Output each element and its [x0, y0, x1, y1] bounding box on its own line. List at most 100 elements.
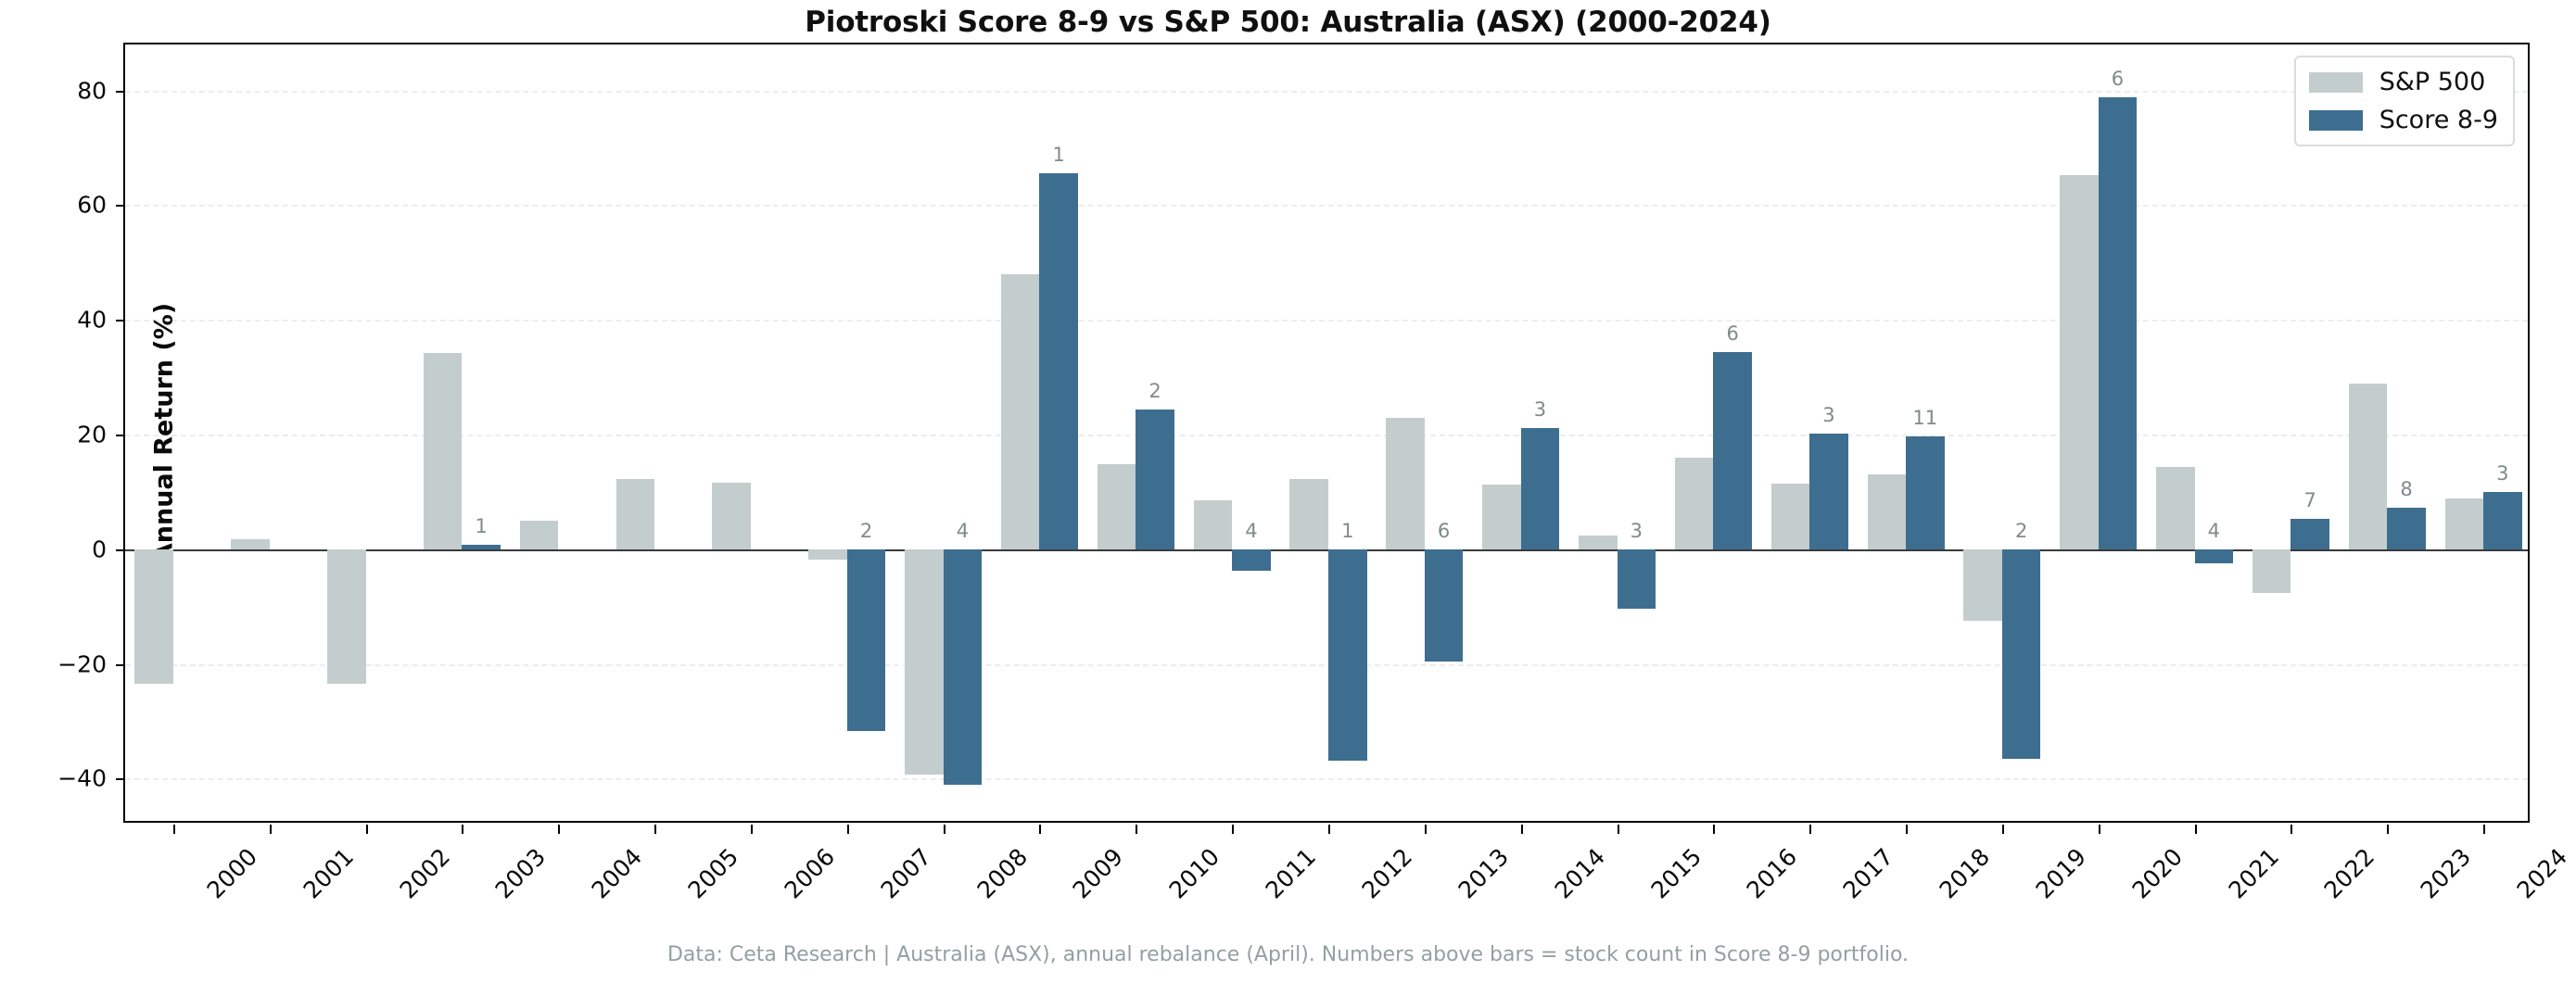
bar-sp500-2017[interactable] [1770, 483, 1810, 549]
x-tick-label: 2014 [1549, 843, 1610, 904]
x-tick-label: 2002 [394, 843, 455, 904]
legend-label: S&P 500 [2379, 68, 2486, 96]
x-tick-label: 2019 [2030, 843, 2092, 904]
bar-score-2012[interactable] [1328, 548, 1367, 761]
bar-score-2019[interactable] [2001, 548, 2041, 760]
y-tick-label: −20 [57, 650, 107, 678]
bar-count-label-2022: 7 [2303, 489, 2316, 511]
bar-count-label-2014: 3 [1533, 397, 1547, 421]
x-tick-label: 2016 [1741, 843, 1803, 904]
bar-sp500-2007[interactable] [808, 548, 847, 560]
bar-sp500-2004[interactable] [519, 521, 559, 549]
bar-sp500-2001[interactable] [231, 539, 270, 549]
gridline [125, 778, 2528, 781]
bar-score-2021[interactable] [2194, 548, 2234, 563]
bar-sp500-2005[interactable] [615, 478, 655, 549]
bar-sp500-2009[interactable] [1000, 273, 1040, 549]
bar-count-label-2003: 1 [475, 514, 488, 537]
y-tick-label: 40 [77, 306, 107, 334]
bar-sp500-2000[interactable] [134, 548, 173, 684]
bar-sp500-2016[interactable] [1674, 458, 1714, 549]
x-tick-label: 2006 [779, 843, 841, 904]
bar-count-label-2016: 6 [1726, 322, 1739, 346]
legend-item-sp500[interactable]: S&P 500 [2308, 68, 2498, 96]
bar-count-label-2021: 4 [2207, 519, 2220, 542]
gridline [125, 90, 2528, 93]
bar-sp500-2002[interactable] [327, 548, 366, 685]
x-tick-mark [846, 825, 849, 834]
y-tick-mark [116, 90, 125, 93]
bar-score-2024[interactable] [2483, 491, 2522, 549]
x-tick-label: 2022 [2319, 843, 2380, 904]
x-tick-mark [1713, 825, 1716, 834]
bar-sp500-2023[interactable] [2348, 383, 2388, 549]
x-tick-mark [2098, 825, 2100, 834]
bar-count-label-2015: 3 [1630, 519, 1643, 542]
bar-count-label-2019: 2 [2014, 519, 2028, 542]
x-tick-mark [654, 825, 657, 834]
x-tick-label: 2010 [1163, 843, 1225, 904]
bar-sp500-2024[interactable] [2444, 498, 2484, 549]
bar-count-label-2010: 2 [1148, 379, 1161, 402]
x-tick-mark [462, 825, 464, 834]
bar-sp500-2010[interactable] [1097, 463, 1136, 549]
x-tick-mark [1232, 825, 1235, 834]
bar-score-2015[interactable] [1617, 548, 1656, 609]
x-tick-mark [1906, 825, 1909, 834]
bar-count-label-2017: 3 [1822, 404, 1835, 427]
bar-count-label-2023: 8 [2400, 478, 2413, 501]
bar-sp500-2003[interactable] [423, 353, 463, 549]
bar-score-2014[interactable] [1520, 427, 1560, 549]
bar-score-2022[interactable] [2290, 519, 2329, 549]
bar-sp500-2022[interactable] [2252, 548, 2291, 593]
gridline [125, 435, 2528, 436]
x-tick-label: 2004 [586, 843, 648, 904]
x-tick-label: 2008 [971, 843, 1033, 904]
bar-score-2003[interactable] [462, 544, 501, 549]
y-tick-label: −40 [57, 764, 107, 792]
bar-sp500-2015[interactable] [1578, 535, 1618, 549]
footnote: Data: Ceta Research | Australia (ASX), a… [666, 943, 1910, 966]
x-tick-mark [1809, 825, 1812, 834]
x-tick-label: 2001 [298, 843, 359, 904]
x-tick-label: 2003 [490, 843, 552, 904]
y-tick-mark [116, 320, 125, 322]
bar-sp500-2011[interactable] [1193, 499, 1233, 549]
x-tick-mark [750, 825, 753, 834]
x-tick-label: 2024 [2511, 843, 2573, 904]
bar-sp500-2019[interactable] [1963, 548, 2002, 621]
bar-sp500-2014[interactable] [1482, 484, 1521, 549]
bar-score-2008[interactable] [943, 548, 983, 786]
x-tick-mark [558, 825, 561, 834]
bar-count-label-2011: 4 [1245, 519, 1258, 542]
bar-sp500-2006[interactable] [712, 483, 751, 549]
bar-score-2020[interactable] [2098, 96, 2138, 549]
x-tick-label: 2012 [1356, 843, 1418, 904]
legend-item-score[interactable]: Score 8-9 [2308, 106, 2498, 134]
bar-score-2016[interactable] [1713, 352, 1752, 549]
bar-sp500-2018[interactable] [1867, 473, 1907, 549]
bar-count-label-2020: 6 [2111, 67, 2125, 90]
bar-sp500-2020[interactable] [2060, 174, 2099, 549]
bar-score-2010[interactable] [1136, 409, 1174, 549]
bar-score-2011[interactable] [1232, 548, 1271, 572]
page-title: Piotroski Score 8-9 vs S&P 500: Australi… [805, 6, 1771, 39]
x-tick-mark [1136, 825, 1138, 834]
bar-count-label-2012: 1 [1341, 519, 1354, 542]
x-tick-mark [1039, 825, 1042, 834]
x-tick-mark [2001, 825, 2004, 834]
bar-sp500-2008[interactable] [905, 548, 944, 775]
zero-line [125, 548, 2528, 551]
bar-sp500-2021[interactable] [2156, 466, 2195, 549]
bar-sp500-2012[interactable] [1289, 478, 1328, 549]
bar-score-2009[interactable] [1039, 172, 1078, 549]
bar-sp500-2013[interactable] [1386, 418, 1425, 549]
x-tick-mark [1617, 825, 1619, 834]
bar-score-2013[interactable] [1424, 548, 1464, 662]
x-tick-mark [2387, 825, 2390, 834]
bar-score-2007[interactable] [846, 548, 886, 732]
legend[interactable]: S&P 500 Score 8-9 [2293, 56, 2515, 146]
bar-score-2017[interactable] [1809, 434, 1848, 549]
bar-score-2023[interactable] [2387, 508, 2426, 549]
bar-score-2018[interactable] [1906, 435, 1945, 549]
